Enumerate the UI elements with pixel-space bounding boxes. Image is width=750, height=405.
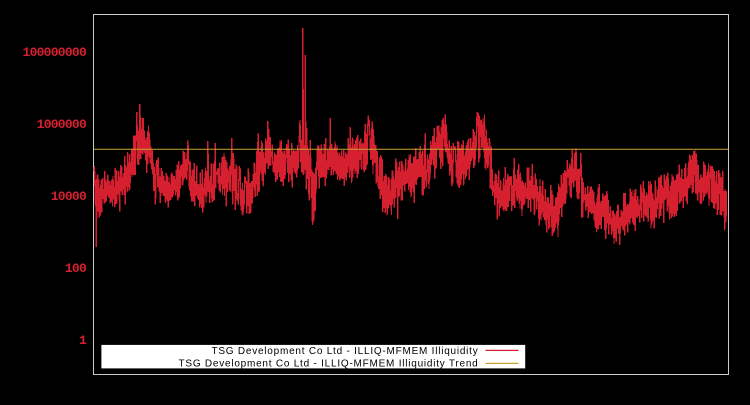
svg-text:1: 1 (79, 333, 87, 348)
svg-text:TSG Development Co Ltd - ILLIQ: TSG Development Co Ltd - ILLIQ-MFMEM Ill… (211, 346, 478, 357)
svg-text:1000000: 1000000 (37, 117, 87, 132)
svg-text:100000000: 100000000 (23, 45, 87, 60)
svg-text:TSG Development Co Ltd - ILLIQ: TSG Development Co Ltd - ILLIQ-MFMEM Ill… (179, 359, 479, 370)
svg-text:10000: 10000 (51, 189, 87, 204)
svg-text:100: 100 (65, 261, 87, 276)
